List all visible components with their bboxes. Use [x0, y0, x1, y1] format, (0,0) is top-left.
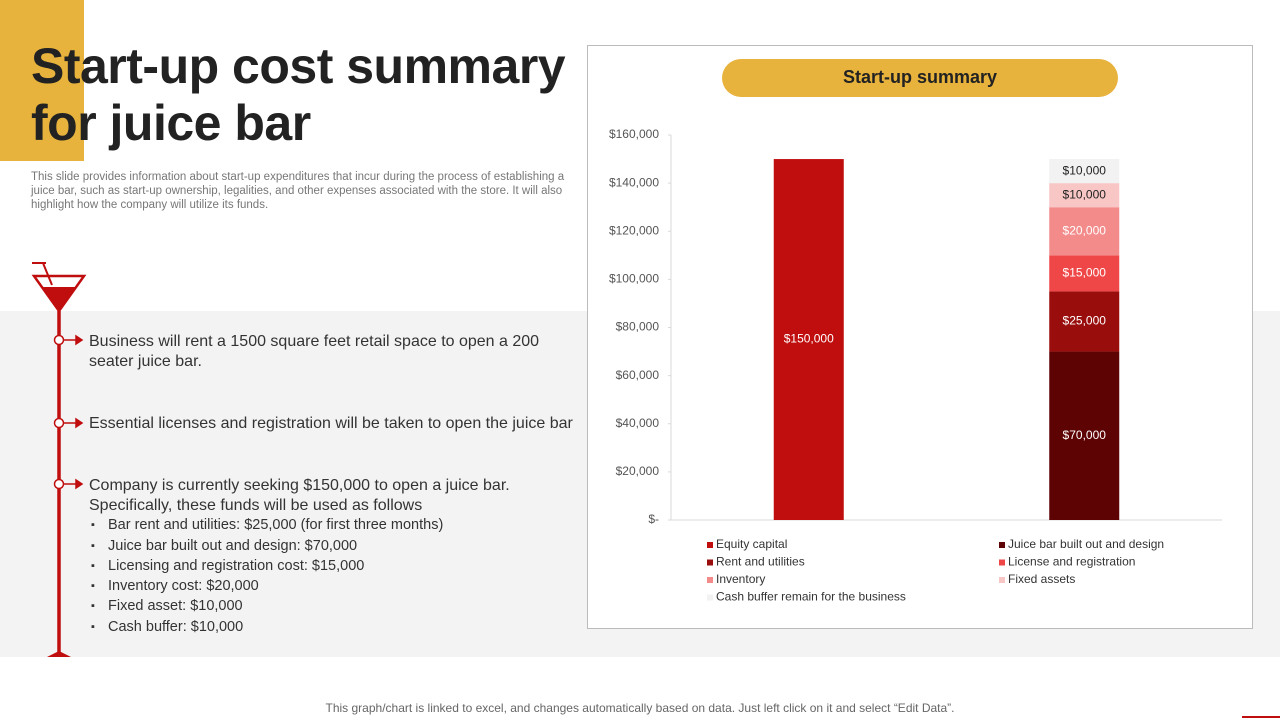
legend-label: Equity capital [716, 537, 787, 551]
legend-swatch [999, 559, 1005, 566]
glass [31, 274, 87, 314]
arrow-head [75, 478, 84, 490]
legend-label: License and registration [1008, 555, 1135, 569]
chart: Start-up summary $- $20,000 $40,000 $60,000… [587, 45, 1253, 629]
sub-point: Juice bar built out and design: $70,000 [91, 538, 357, 554]
y-tick-label: $100,000 [609, 272, 659, 286]
bar-segment [1049, 207, 1120, 256]
value-label: $10,000 [1063, 163, 1107, 177]
legend-swatch [999, 577, 1005, 583]
y-tick-label: $- [648, 512, 659, 526]
sub-point: Bar rent and utilities: $25,000 (for fir… [91, 517, 443, 533]
legend-swatch [707, 542, 713, 548]
legend-label: Fixed assets [1008, 572, 1075, 586]
legend-label: Rent and utilities [716, 555, 805, 569]
bar-segment [1049, 291, 1120, 352]
corner-line [1242, 716, 1280, 718]
y-tick-label: $80,000 [616, 320, 660, 334]
legend-swatch [707, 559, 713, 566]
marker [53, 417, 65, 429]
point: Company is currently seeking $150,000 to… [89, 477, 510, 514]
value-label: $20,000 [1063, 223, 1107, 237]
value-label: $25,000 [1063, 314, 1107, 328]
y-tick-label: $20,000 [616, 464, 660, 478]
legend-swatch [707, 577, 713, 583]
value-label: $150,000 [784, 332, 834, 346]
timeline [31, 262, 87, 657]
footnote: This graph/chart is linked to excel, and… [325, 701, 955, 715]
y-tick-label: $160,000 [609, 127, 659, 141]
marker [53, 478, 65, 490]
chart-title: Start-up summary [843, 67, 997, 87]
title: Start-up cost summary for juice bar [31, 38, 566, 151]
arrow-head [75, 417, 84, 429]
value-label: $15,000 [1063, 266, 1107, 280]
sub-point: Inventory cost: $20,000 [91, 578, 259, 594]
marker [53, 334, 65, 346]
bar-segment [1049, 159, 1120, 184]
value-label: $10,000 [1063, 187, 1107, 201]
sub-point: Licensing and registration cost: $15,000 [91, 558, 364, 574]
chart-title-pill [722, 59, 1118, 97]
y-tick-label: $40,000 [616, 416, 660, 430]
point: Business will rent a 1500 square feet re… [89, 333, 540, 370]
bar-segment [1049, 351, 1120, 520]
glass-fill [42, 287, 76, 311]
y-tick-label: $120,000 [609, 223, 659, 237]
arrow-head [75, 334, 84, 346]
point: Essential licenses and registration will… [89, 415, 573, 432]
accent-block [0, 0, 84, 161]
base [47, 651, 71, 657]
bar-segment [1049, 255, 1120, 292]
sub-point: Fixed asset: $10,000 [91, 598, 243, 614]
legend-label: Inventory [716, 572, 765, 586]
legend-label: Cash buffer remain for the business [716, 590, 906, 604]
legend-swatch [707, 594, 713, 601]
bar-segment [773, 159, 844, 520]
sub-point: Cash buffer: $10,000 [91, 619, 243, 635]
chart-frame [587, 45, 1253, 629]
description: This slide provides information about st… [31, 171, 565, 211]
value-label: $70,000 [1063, 428, 1107, 442]
straw [42, 262, 53, 286]
bar-segment [1049, 183, 1120, 208]
legend-label: Juice bar built out and design [1008, 537, 1164, 551]
y-tick-label: $140,000 [609, 175, 659, 189]
markers [53, 334, 84, 490]
legend-swatch [999, 542, 1005, 548]
y-tick-label: $60,000 [616, 368, 660, 382]
